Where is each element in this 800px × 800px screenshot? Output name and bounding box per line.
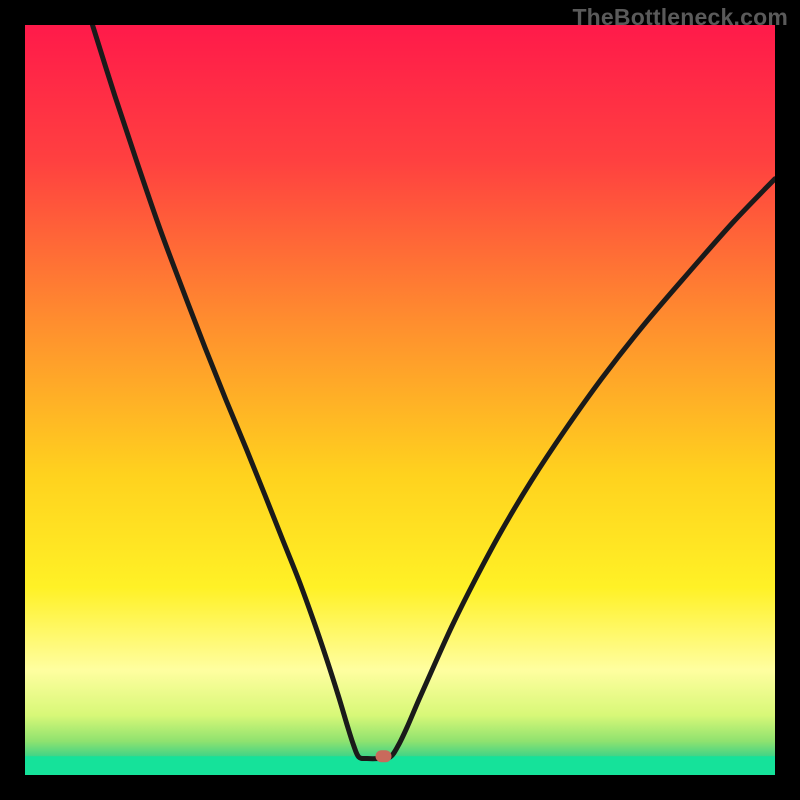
bottleneck-chart bbox=[25, 25, 775, 775]
plot-background bbox=[25, 25, 775, 775]
chart-frame: TheBottleneck.com bbox=[0, 0, 800, 800]
bottom-green-band bbox=[25, 756, 775, 775]
minimum-marker bbox=[376, 750, 392, 762]
